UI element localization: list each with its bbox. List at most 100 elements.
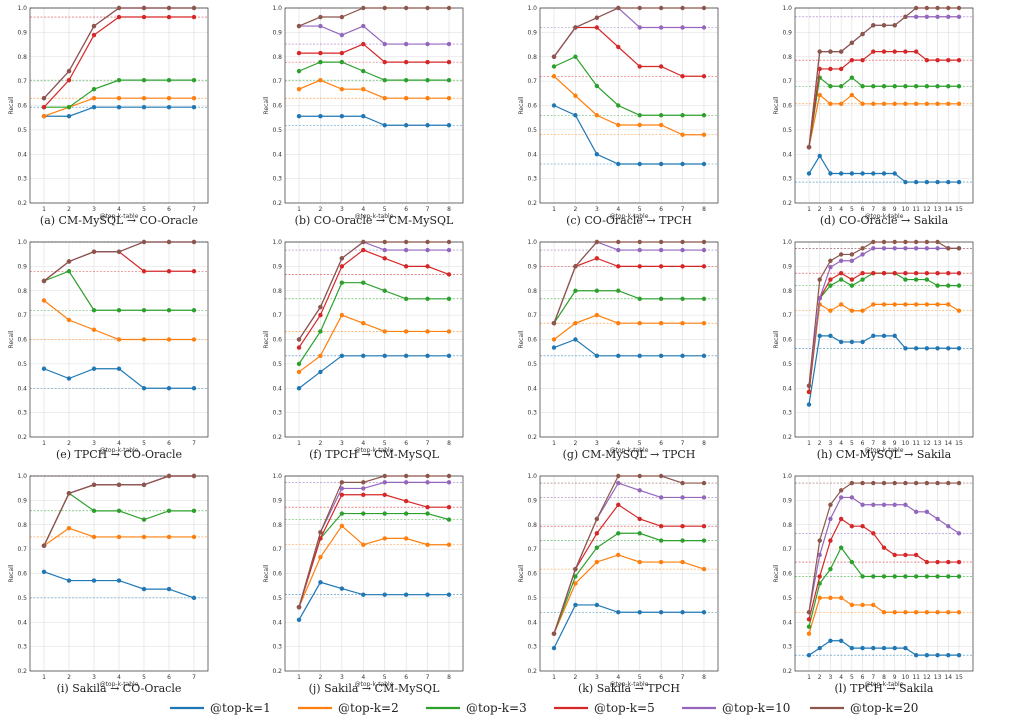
data-point-top-k-1 xyxy=(892,645,897,651)
data-point-top-k-1 xyxy=(616,353,621,359)
data-point-top-k-10 xyxy=(924,509,930,515)
data-point-top-k-20 xyxy=(881,239,887,245)
data-point-top-k-3 xyxy=(828,84,833,89)
data-point-top-k-3 xyxy=(871,574,876,579)
data-point-top-k-3 xyxy=(191,308,197,313)
data-point-top-k-2 xyxy=(446,95,452,101)
data-point-top-k-3 xyxy=(924,277,930,282)
subplot-5: 0.2 0.3 0.4 0.5 0.6 0.7 0.8 0.9 1.0 1 2 3 4 5 6 7 @top-k… xyxy=(8,239,209,461)
data-point-top-k-10 xyxy=(913,246,919,251)
data-point-top-k-2 xyxy=(913,101,919,106)
data-point-top-k-2 xyxy=(594,559,600,565)
data-point-top-k-3 xyxy=(913,84,919,89)
data-point-top-k-5 xyxy=(946,559,951,565)
data-point-top-k-1 xyxy=(425,592,430,597)
y-tick-label: 0.7 xyxy=(782,312,792,319)
data-point-top-k-3 xyxy=(903,277,908,282)
series-line-top-k-20 xyxy=(553,241,704,324)
data-point-top-k-20 xyxy=(166,473,172,479)
data-point-top-k-1 xyxy=(361,114,366,119)
data-point-top-k-1 xyxy=(838,339,844,345)
data-point-top-k-20 xyxy=(191,239,197,245)
data-point-top-k-2 xyxy=(191,95,197,101)
data-point-top-k-1 xyxy=(806,402,812,407)
x-tick-label: 1 xyxy=(42,674,46,681)
data-point-top-k-20 xyxy=(871,480,876,486)
data-point-top-k-5 xyxy=(594,531,600,536)
data-point-top-k-20 xyxy=(91,23,97,29)
data-point-top-k-10 xyxy=(382,480,387,485)
y-tick-label: 1.0 xyxy=(272,5,282,12)
data-point-top-k-1 xyxy=(946,652,951,658)
data-point-top-k-5 xyxy=(701,264,707,269)
data-point-top-k-20 xyxy=(892,480,897,486)
y-axis-label: Recall xyxy=(8,330,15,348)
data-point-top-k-20 xyxy=(701,5,707,11)
data-point-top-k-2 xyxy=(903,101,908,106)
x-tick-label: 5 xyxy=(142,674,146,681)
x-tick-label: 1 xyxy=(552,206,556,213)
data-point-top-k-20 xyxy=(849,252,855,257)
x-tick-label: 5 xyxy=(383,674,387,681)
data-point-top-k-5 xyxy=(871,271,876,276)
data-point-top-k-5 xyxy=(637,64,642,69)
data-point-top-k-3 xyxy=(935,574,940,579)
data-point-top-k-20 xyxy=(573,25,578,30)
data-point-top-k-5 xyxy=(903,271,908,276)
data-point-top-k-1 xyxy=(573,602,578,608)
data-point-top-k-5 xyxy=(828,538,833,543)
x-tick-label: 7 xyxy=(426,674,430,681)
data-point-top-k-2 xyxy=(403,329,409,334)
data-point-top-k-1 xyxy=(903,346,908,351)
data-point-top-k-20 xyxy=(116,249,122,254)
data-point-top-k-10 xyxy=(637,25,642,30)
subplot-3: 0.2 0.3 0.4 0.5 0.6 0.7 0.8 0.9 1.0 1 2 3 4 5 6 7 8 @top-… xyxy=(518,5,719,227)
y-tick-label: 0.2 xyxy=(272,668,282,675)
data-point-top-k-1 xyxy=(361,353,366,359)
data-point-top-k-10 xyxy=(701,247,707,253)
data-point-top-k-10 xyxy=(892,246,897,251)
data-point-top-k-10 xyxy=(616,480,621,486)
data-point-top-k-2 xyxy=(425,542,430,547)
y-tick-label: 0.9 xyxy=(782,497,792,504)
data-point-top-k-1 xyxy=(116,366,122,371)
data-point-top-k-3 xyxy=(935,283,940,288)
data-point-top-k-1 xyxy=(701,610,707,615)
y-axis-label: Recall xyxy=(518,564,525,582)
series-line-top-k-3 xyxy=(553,56,704,116)
data-point-top-k-1 xyxy=(871,645,876,651)
data-point-top-k-1 xyxy=(318,580,323,585)
y-tick-label: 0.8 xyxy=(527,288,537,295)
data-point-top-k-3 xyxy=(701,538,707,543)
x-tick-label: 15 xyxy=(955,440,963,447)
y-tick-label: 0.5 xyxy=(527,127,537,134)
x-tick-label: 5 xyxy=(850,206,854,213)
data-point-top-k-3 xyxy=(66,105,72,110)
x-tick-label: 12 xyxy=(923,440,931,447)
x-tick-label: 6 xyxy=(659,674,663,681)
x-tick-label: 1 xyxy=(297,674,301,681)
data-point-top-k-1 xyxy=(166,386,172,391)
data-point-top-k-20 xyxy=(91,249,97,254)
data-point-top-k-20 xyxy=(361,480,366,485)
y-axis-label: Recall xyxy=(263,564,270,582)
data-point-top-k-5 xyxy=(881,271,887,276)
data-point-top-k-2 xyxy=(573,93,578,98)
x-tick-label: 3 xyxy=(829,674,833,681)
data-point-top-k-1 xyxy=(817,333,822,339)
x-axis-label: @top-k-table xyxy=(865,447,904,454)
data-point-top-k-2 xyxy=(41,114,47,119)
data-point-top-k-2 xyxy=(871,101,876,106)
data-point-top-k-2 xyxy=(296,369,302,375)
data-point-top-k-10 xyxy=(871,502,876,507)
data-point-top-k-2 xyxy=(924,302,930,307)
data-point-top-k-3 xyxy=(913,574,919,579)
y-tick-label: 1.0 xyxy=(17,473,27,480)
data-point-top-k-3 xyxy=(946,84,951,89)
subplot-caption: (k) Sakila → TPCH xyxy=(578,682,680,695)
series-line-top-k-1 xyxy=(553,604,704,649)
x-tick-label: 4 xyxy=(839,674,843,681)
data-point-top-k-5 xyxy=(871,531,876,536)
data-point-top-k-1 xyxy=(41,569,47,574)
y-tick-label: 0.4 xyxy=(527,151,537,158)
